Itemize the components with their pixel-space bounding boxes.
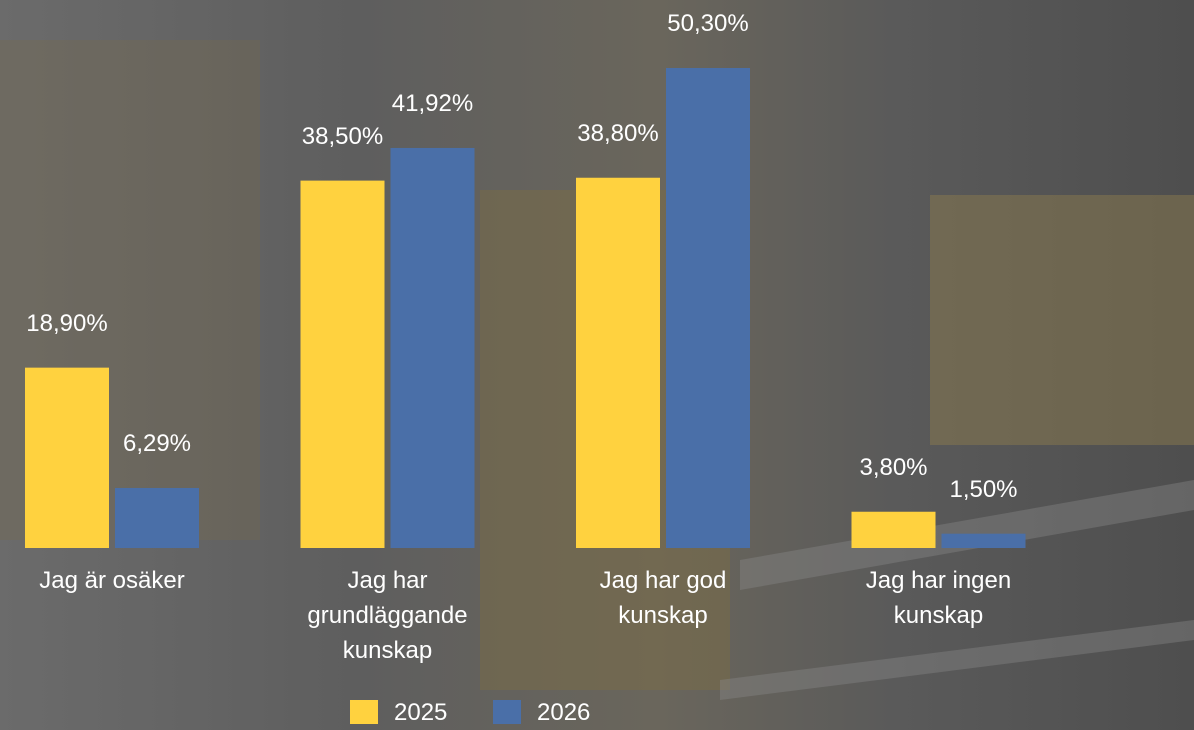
legend-swatch xyxy=(350,700,378,724)
x-tick-label: Jag är osäker xyxy=(2,563,222,598)
bar xyxy=(942,534,1026,548)
value-label: 1,50% xyxy=(912,472,1056,507)
bar xyxy=(115,488,199,548)
bar xyxy=(852,512,936,548)
bar xyxy=(301,181,385,548)
page: (() => { const data = JSON.parse(documen… xyxy=(0,0,1194,724)
bar xyxy=(576,178,660,548)
legend-label: 2026 xyxy=(537,695,617,730)
value-label: 50,30% xyxy=(636,6,780,41)
x-tick-label: Jag har grundläggande kunskap xyxy=(278,563,498,668)
value-label: 38,80% xyxy=(546,116,690,151)
value-label: 6,29% xyxy=(85,426,229,461)
value-label: 38,50% xyxy=(271,119,415,154)
value-label: 41,92% xyxy=(361,86,505,121)
legend-swatch xyxy=(493,700,521,724)
bar xyxy=(391,148,475,548)
legend-label: 2025 xyxy=(394,695,474,730)
x-tick-label: Jag har ingen kunskap xyxy=(829,563,1049,633)
value-label: 18,90% xyxy=(0,306,139,341)
x-tick-label: Jag har god kunskap xyxy=(553,563,773,633)
